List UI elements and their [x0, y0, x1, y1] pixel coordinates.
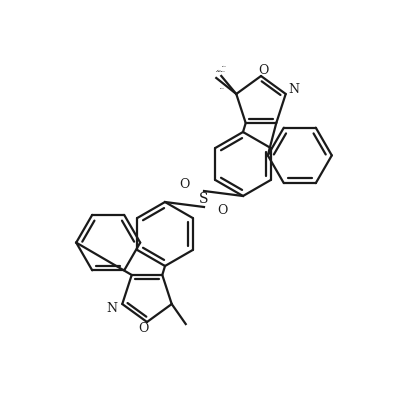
- Text: N: N: [288, 83, 299, 96]
- Text: N: N: [107, 302, 118, 315]
- Text: methyl: methyl: [221, 71, 226, 72]
- Text: methyl: methyl: [218, 71, 223, 72]
- Text: O: O: [179, 178, 189, 191]
- Text: methyl: methyl: [220, 87, 225, 88]
- Text: O: O: [217, 204, 227, 217]
- Text: methyl: methyl: [216, 71, 221, 72]
- Text: methyl: methyl: [222, 66, 227, 67]
- Text: O: O: [138, 321, 148, 334]
- Text: methyl: methyl: [217, 70, 222, 71]
- Text: S: S: [199, 192, 209, 206]
- Text: O: O: [258, 64, 268, 77]
